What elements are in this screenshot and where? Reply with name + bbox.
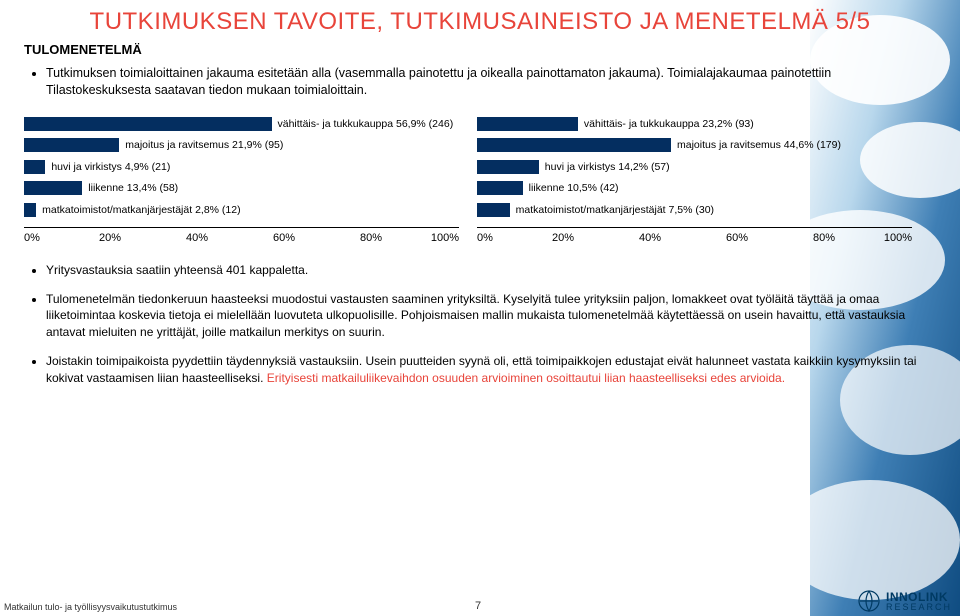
findings-item: Joistakin toimipaikoista pyydettiin täyd… [46,353,936,387]
bar-label: matkatoimistot/matkanjärjestäjät 2,8% (1… [42,204,240,216]
bar [477,203,510,217]
findings-list: Yritysvastauksia saatiin yhteensä 401 ka… [24,262,936,387]
bar-label: liikenne 10,5% (42) [529,182,619,194]
chart-right: vähittäis- ja tukkukauppa 23,2% (93) majo… [477,113,912,248]
bar-row: majoitus ja ravitsemus 21,9% (95) [24,136,459,154]
bar-row: huvi ja virkistys 14,2% (57) [477,158,912,176]
bar-row: matkatoimistot/matkanjärjestäjät 2,8% (1… [24,201,459,219]
chart-left: vähittäis- ja tukkukauppa 56,9% (246) maj… [24,113,459,248]
bar [477,138,671,152]
bar [24,160,45,174]
findings-item: Tulomenetelmän tiedonkeruun haasteeksi m… [46,291,936,341]
section-heading: TULOMENETELMÄ [24,42,936,57]
charts-container: vähittäis- ja tukkukauppa 56,9% (246) maj… [24,113,936,248]
bar-row: vähittäis- ja tukkukauppa 56,9% (246) [24,115,459,133]
bar [477,181,523,195]
bar-row: majoitus ja ravitsemus 44,6% (179) [477,136,912,154]
bar [477,117,578,131]
bar-label: vähittäis- ja tukkukauppa 56,9% (246) [278,118,454,130]
findings-item: Yritysvastauksia saatiin yhteensä 401 ka… [46,262,936,279]
logo-sub: RESEARCH [886,603,952,612]
bar-label: matkatoimistot/matkanjärjestäjät 7,5% (3… [516,204,714,216]
bar [24,203,36,217]
bar-label: huvi ja virkistys 14,2% (57) [545,161,670,173]
bar-label: vähittäis- ja tukkukauppa 23,2% (93) [584,118,754,130]
bar-row: matkatoimistot/matkanjärjestäjät 7,5% (3… [477,201,912,219]
bar-row: vähittäis- ja tukkukauppa 23,2% (93) [477,115,912,133]
footer-report-name: Matkailun tulo- ja työllisyysvaikutustut… [4,602,177,612]
logo-icon [858,590,880,612]
logo-main: INNOLINK [886,591,952,603]
bar-row: liikenne 10,5% (42) [477,179,912,197]
highlight-text: Erityisesti matkailuliikevaihdon osuuden… [267,371,785,385]
x-axis: 0%20%40%60%80%100% [24,227,459,248]
bar-label: majoitus ja ravitsemus 21,9% (95) [125,139,283,151]
bar-label: huvi ja virkistys 4,9% (21) [51,161,170,173]
intro-list: Tutkimuksen toimialoittainen jakauma esi… [28,65,936,99]
intro-item: Tutkimuksen toimialoittainen jakauma esi… [46,65,936,99]
bar-label: liikenne 13,4% (58) [88,182,178,194]
bar [24,117,272,131]
bar-label: majoitus ja ravitsemus 44,6% (179) [677,139,841,151]
bar [24,138,119,152]
bar [24,181,82,195]
bar-row: huvi ja virkistys 4,9% (21) [24,158,459,176]
footer-logo: INNOLINK RESEARCH [858,590,952,612]
page-number: 7 [475,600,481,612]
bar [477,160,539,174]
x-axis: 0%20%40%60%80%100% [477,227,912,248]
page-title: TUTKIMUKSEN TAVOITE, TUTKIMUSAINEISTO JA… [24,8,936,36]
bar-row: liikenne 13,4% (58) [24,179,459,197]
